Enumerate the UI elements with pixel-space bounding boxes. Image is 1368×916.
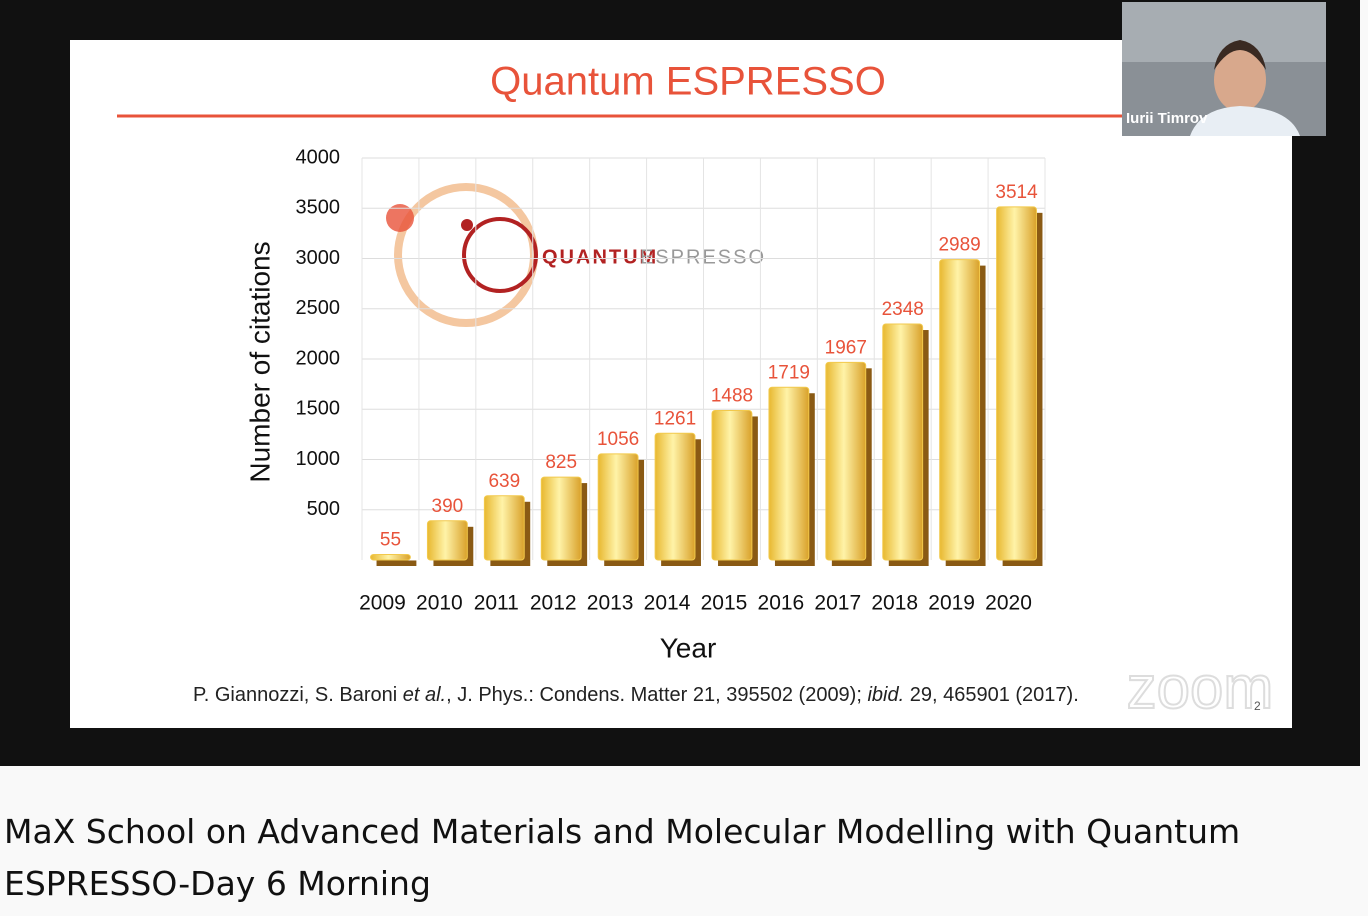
x-tick-label: 2010 [416, 592, 463, 615]
y-tick-label: 500 [307, 498, 340, 520]
y-tick-label: 1500 [296, 398, 341, 420]
webcam: Iurii Timrov [1122, 2, 1326, 136]
bar [654, 432, 696, 561]
citation: P. Giannozzi, S. Baroni et al., J. Phys.… [193, 684, 1079, 706]
bar [711, 409, 753, 561]
slide: Quantum ESPRESSO QUANTUM ESPRESSO Number… [70, 2, 1326, 728]
logo-text: ESPRESSO [640, 246, 766, 268]
zoom-watermark: zoom [1127, 654, 1274, 721]
logo: QUANTUM ESPRESSO [386, 183, 766, 327]
video-player[interactable]: Quantum ESPRESSO QUANTUM ESPRESSO Number… [0, 0, 1360, 766]
slide-title: Quantum ESPRESSO [490, 60, 886, 104]
logo-text: QUANTUM [542, 246, 658, 268]
citation-part: ibid. [867, 684, 904, 706]
value-label: 1056 [597, 429, 639, 450]
value-label: 1719 [768, 362, 810, 383]
citation-part: P. Giannozzi, S. Baroni [193, 684, 403, 706]
citation-part: 29, 465901 (2017). [904, 684, 1079, 706]
x-tick-label: 2011 [474, 592, 519, 615]
x-tick-label: 2018 [871, 592, 918, 615]
bar [996, 206, 1037, 561]
y-axis-label: Number of citations [244, 241, 275, 482]
bar-shade [376, 560, 417, 566]
slide-background [70, 40, 1292, 728]
y-tick-label: 3500 [296, 197, 341, 219]
bar [426, 520, 468, 561]
participant-name: Iurii Timrov [1126, 110, 1208, 127]
x-tick-label: 2015 [701, 592, 748, 615]
x-tick-label: 2016 [758, 592, 805, 615]
citation-part: , J. Phys.: Condens. Matter 21, 395502 (… [446, 684, 867, 706]
bar [597, 453, 639, 561]
x-tick-label: 2019 [928, 592, 975, 615]
x-tick-label: 2020 [985, 592, 1032, 615]
value-label: 55 [380, 529, 401, 550]
citation-part: et al. [403, 684, 446, 706]
y-tick-label: 2000 [296, 347, 341, 369]
bar [370, 553, 411, 561]
y-tick-label: 2500 [296, 297, 341, 319]
value-label: 825 [545, 452, 577, 473]
value-label: 2989 [938, 235, 980, 256]
value-label: 1488 [711, 385, 753, 406]
x-tick-label: 2013 [587, 592, 634, 615]
value-label: 2348 [882, 299, 924, 320]
slide-number: 2 [1254, 699, 1261, 713]
bar [540, 476, 582, 561]
value-label: 1261 [654, 408, 696, 429]
x-tick-label: 2009 [359, 592, 406, 615]
video-title: MaX School on Advanced Materials and Mol… [4, 812, 1241, 903]
value-label: 390 [432, 496, 464, 517]
x-tick-label: 2014 [644, 592, 691, 615]
bar [939, 259, 981, 561]
bar [483, 495, 525, 561]
value-label: 639 [488, 471, 520, 492]
x-tick-label: 2012 [530, 592, 577, 615]
value-label: 1967 [825, 337, 867, 358]
bar [882, 323, 924, 561]
y-tick-label: 3000 [296, 247, 341, 269]
y-tick-label: 1000 [296, 448, 341, 470]
x-tick-label: 2017 [814, 592, 861, 615]
y-tick-label: 4000 [296, 146, 341, 168]
x-axis-label: Year [660, 632, 717, 663]
bar [825, 361, 867, 561]
bar [768, 386, 810, 561]
value-label: 3514 [995, 182, 1038, 203]
